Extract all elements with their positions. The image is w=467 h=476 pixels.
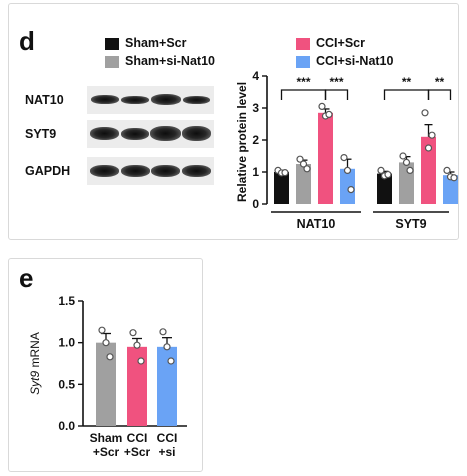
- y-tick-label: 0: [252, 197, 259, 211]
- data-point: [347, 186, 355, 194]
- bar: [340, 168, 355, 204]
- data-point: [137, 357, 145, 365]
- data-point: [299, 160, 308, 168]
- data-point: [424, 144, 433, 152]
- data-point: [402, 158, 411, 166]
- x-tick-label: +Scr: [93, 445, 120, 459]
- significance-bracket: [324, 89, 349, 100]
- group-label: NAT10: [297, 217, 336, 231]
- data-point: [450, 174, 458, 182]
- y-tick-label: 1.0: [58, 336, 75, 350]
- significance-label: ***: [296, 75, 310, 89]
- data-point: [167, 357, 175, 365]
- y-axis-label-unit: mRNA: [28, 332, 42, 371]
- y-tick-label: 3: [252, 101, 259, 115]
- significance-bracket: [280, 89, 327, 100]
- legend-swatch-cci-si: [296, 56, 310, 68]
- bar: [96, 342, 116, 426]
- panel-d: d Sham+Scr Sham+si-Nat10 CCI+Scr CCI+si-…: [8, 3, 459, 240]
- bar: [157, 346, 177, 426]
- y-tick-label: 0.0: [58, 419, 75, 433]
- data-point: [340, 154, 348, 162]
- data-point: [102, 339, 110, 347]
- blot-label-gapdh: GAPDH: [25, 164, 71, 178]
- bar: [377, 173, 392, 204]
- legend-swatch-cci-scr: [296, 38, 310, 50]
- blot-label-nat10: NAT10: [25, 93, 64, 107]
- data-point: [428, 131, 436, 139]
- data-point: [406, 166, 414, 174]
- bar: [443, 175, 458, 204]
- panel-e: e 0.0 0.5 1.0 1.5 Syt9 mRNA Sham +Scr CCI +Scr CC…: [8, 258, 203, 472]
- data-point: [384, 170, 392, 179]
- data-point: [296, 155, 304, 163]
- bar: [421, 136, 436, 204]
- y-tick-label: 4: [252, 69, 259, 83]
- data-point: [159, 328, 167, 336]
- significance-label: **: [435, 75, 445, 89]
- data-point: [377, 166, 385, 174]
- group-label: SYT9: [395, 217, 426, 231]
- significance-label: ***: [329, 75, 343, 89]
- data-point: [163, 343, 171, 351]
- data-point: [303, 165, 311, 173]
- data-point: [421, 109, 429, 117]
- blot-label-syt9: SYT9: [25, 127, 57, 141]
- data-point: [106, 353, 114, 361]
- bar: [274, 172, 289, 204]
- significance-bracket: [427, 89, 452, 100]
- y-axis-label: Relative protein level: [235, 82, 249, 202]
- blot-syt9: [87, 120, 214, 148]
- significance-bracket: [383, 89, 430, 100]
- legend-label-sham-si: Sham+si-Nat10: [125, 54, 215, 68]
- y-tick-label: 2: [252, 133, 259, 147]
- legend-label-cci-scr: CCI+Scr: [316, 36, 365, 50]
- legend-label-cci-si: CCI+si-Nat10: [316, 54, 394, 68]
- legend-swatch-sham-si: [105, 56, 119, 68]
- y-tick-label: 1: [252, 165, 259, 179]
- x-tick-label: +si: [158, 445, 175, 459]
- panel-letter-e: e: [19, 263, 34, 293]
- data-point: [343, 166, 352, 174]
- data-point: [281, 169, 289, 177]
- x-tick-label: CCI: [157, 431, 178, 445]
- data-point: [443, 166, 451, 174]
- bar: [318, 112, 333, 204]
- data-point: [133, 341, 141, 349]
- x-tick-label: Sham: [90, 431, 123, 445]
- data-point: [98, 326, 106, 334]
- bar: [296, 164, 311, 204]
- legend-swatch-sham-scr: [105, 38, 119, 50]
- blot-gapdh: [87, 157, 214, 185]
- x-tick-label: CCI: [127, 431, 148, 445]
- data-point: [325, 110, 333, 119]
- y-axis-label-gene: Syt9: [28, 371, 42, 395]
- y-axis-label: Syt9 mRNA: [28, 332, 42, 395]
- y-tick-label: 0.5: [58, 377, 75, 391]
- x-tick-label: +Scr: [124, 445, 151, 459]
- data-point: [129, 329, 137, 337]
- data-point: [399, 152, 407, 160]
- y-tick-label: 1.5: [58, 294, 75, 308]
- bar: [127, 346, 147, 426]
- data-point: [318, 102, 326, 111]
- legend-label-sham-scr: Sham+Scr: [125, 36, 187, 50]
- significance-label: **: [402, 75, 412, 89]
- blot-nat10: [87, 86, 214, 114]
- panel-letter-d: d: [19, 26, 35, 56]
